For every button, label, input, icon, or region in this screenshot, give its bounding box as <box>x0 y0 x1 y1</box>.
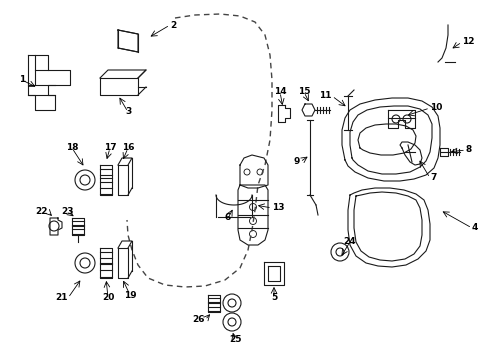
Text: 24: 24 <box>343 238 356 247</box>
Text: 26: 26 <box>192 315 204 324</box>
Text: 1: 1 <box>19 76 25 85</box>
Text: 21: 21 <box>55 293 68 302</box>
Text: 17: 17 <box>103 144 116 153</box>
Text: 4: 4 <box>471 224 477 233</box>
Text: 6: 6 <box>224 213 231 222</box>
Text: 25: 25 <box>228 336 241 345</box>
Text: 23: 23 <box>61 207 74 216</box>
Text: 5: 5 <box>270 293 277 302</box>
Text: 8: 8 <box>465 145 471 154</box>
Text: 19: 19 <box>123 291 136 300</box>
Text: 3: 3 <box>124 108 131 117</box>
Text: 16: 16 <box>122 144 134 153</box>
Text: 15: 15 <box>297 87 309 96</box>
Text: 9: 9 <box>293 158 299 166</box>
Text: 13: 13 <box>271 203 284 212</box>
Text: 12: 12 <box>461 37 473 46</box>
Text: 2: 2 <box>170 21 176 30</box>
Text: 18: 18 <box>65 144 78 153</box>
Text: 20: 20 <box>102 293 114 302</box>
Text: 22: 22 <box>36 207 48 216</box>
Text: 7: 7 <box>429 174 435 183</box>
Text: 14: 14 <box>273 87 286 96</box>
Text: 10: 10 <box>429 104 442 112</box>
Text: 11: 11 <box>319 91 331 100</box>
